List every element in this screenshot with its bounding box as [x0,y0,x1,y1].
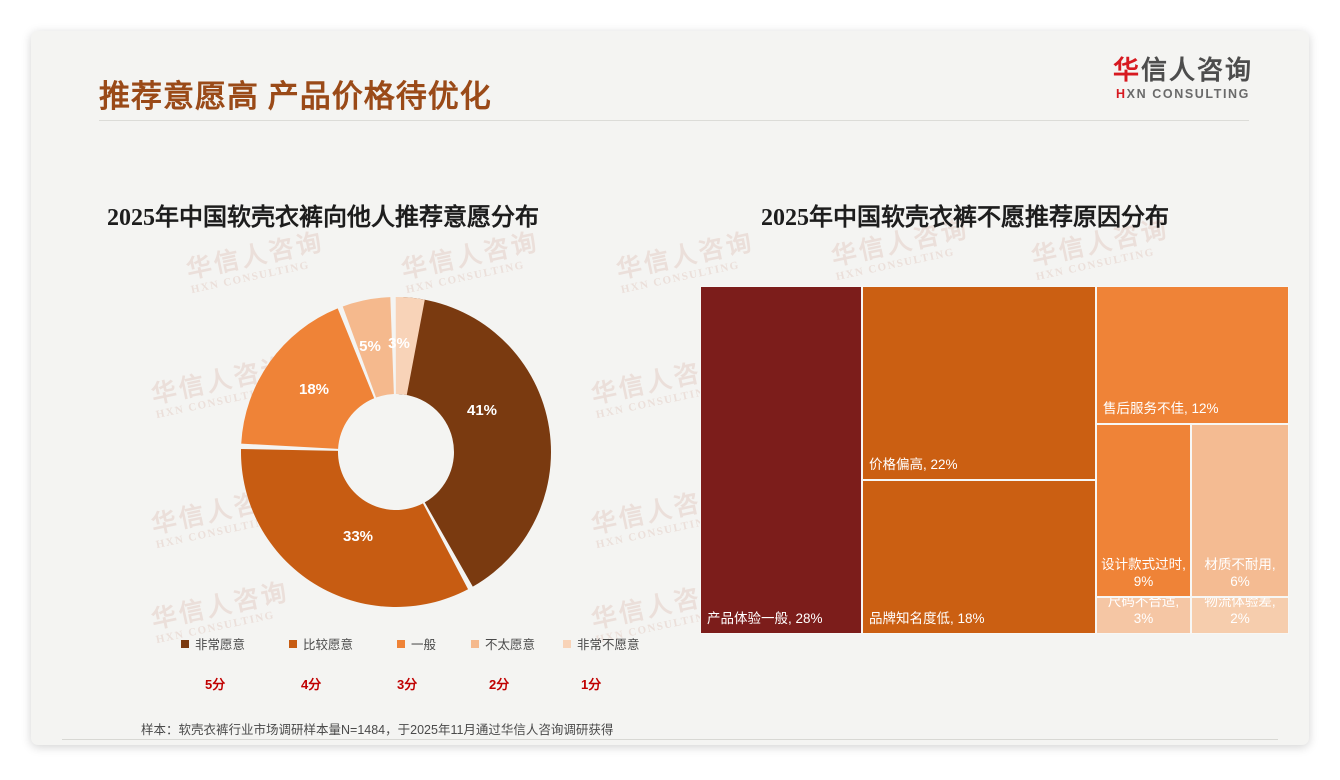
treemap-cell[interactable]: 产品体验一般, 28% [700,286,862,634]
legend-label: 非常愿意 [195,638,246,652]
donut-slice[interactable] [241,308,375,449]
treemap-cell[interactable]: 设计款式过时, 9% [1096,424,1191,597]
treemap-cell-label: 设计款式过时, 9% [1101,557,1186,590]
legend-item[interactable]: 不太愿意 [471,634,535,653]
sample-note: 样本：软壳衣裤行业市场调研样本量N=1484，于2025年11月通过华信人咨询调… [141,723,614,737]
treemap-cell[interactable]: 价格偏高, 22% [862,286,1096,480]
donut-svg: 41% 33% 18% 5% 3% [241,297,551,607]
legend-swatch-icon [471,639,479,648]
legend-item[interactable]: 一般 [397,634,436,653]
chart-title-left: 2025年中国软壳衣裤向他人推荐意愿分布 [107,205,539,231]
legend-label: 一般 [411,638,437,652]
logo-chinese-rest: 信人咨询 [1141,56,1254,85]
treemap-chart: 产品体验一般, 28% 价格偏高, 22% 品牌知名度低, 18% 售后服务不佳, 1… [669,261,1289,634]
donut-slice-label: 3% [388,335,410,352]
logo-english-red: H [1116,87,1127,102]
treemap-cell[interactable]: 物流体验差, 2% [1191,597,1289,634]
legend-item[interactable]: 比较愿意 [289,634,353,653]
legend-label: 比较愿意 [303,638,354,652]
treemap-cell[interactable]: 尺码不合适, 3% [1096,597,1191,634]
chart-title-right: 2025年中国软壳衣裤不愿推荐原因分布 [761,205,1169,231]
logo-chinese-red: 华 [1112,56,1141,85]
donut-slice[interactable] [241,449,469,607]
legend-swatch-icon [397,639,405,648]
treemap-cell[interactable]: 售后服务不佳, 12% [1096,286,1289,424]
score-label: 1分 [581,677,602,692]
score-label: 5分 [205,677,226,692]
donut-slice[interactable] [342,297,394,398]
page-title: 推荐意愿高 产品价格待优化 [99,79,492,114]
score-label: 2分 [489,677,510,692]
legend-label: 不太愿意 [485,638,536,652]
legend-item[interactable]: 非常愿意 [181,634,245,653]
watermark: 华信人咨询 HXN CONSULTING [398,222,545,296]
legend-swatch-icon [289,639,297,648]
legend-item[interactable]: 非常不愿意 [563,634,640,653]
slide-card: 推荐意愿高 产品价格待优化 华信人咨询 HXN CONSULTING 华信人咨询… [31,31,1309,745]
logo-english-rest: XN CONSULTING [1126,87,1250,102]
treemap-cell[interactable]: 材质不耐用, 6% [1191,424,1289,597]
logo-english: HXN CONSULTING [1095,87,1271,101]
logo-chinese: 华信人咨询 [1095,57,1271,84]
treemap-cell-label: 品牌知名度低, 18% [869,611,985,627]
treemap-cell-label: 材质不耐用, 6% [1204,557,1276,590]
treemap-cell-label: 售后服务不佳, 12% [1103,401,1219,417]
donut-slice-label: 33% [343,528,373,545]
treemap-cell-label: 尺码不合适, 3% [1107,597,1180,627]
watermark: 华信人咨询 HXN CONSULTING [183,222,330,296]
donut-slice-label: 18% [299,381,329,398]
score-label: 4分 [301,677,322,692]
donut-slice[interactable] [395,297,425,396]
legend-swatch-icon [563,639,571,648]
donut-chart: 41% 33% 18% 5% 3% [231,287,561,617]
donut-slice-label: 5% [359,338,381,355]
header-divider [99,120,1249,121]
donut-score-row: 5分 4分 3分 2分 1分 [181,674,681,694]
footer-divider [62,739,1278,740]
treemap-cell-label: 物流体验差, 2% [1204,597,1276,627]
legend-label: 非常不愿意 [577,638,640,652]
score-label: 3分 [397,677,418,692]
treemap-cell-label: 价格偏高, 22% [869,457,958,473]
treemap-cell[interactable]: 品牌知名度低, 18% [862,480,1096,634]
brand-logo: 华信人咨询 HXN CONSULTING [1095,57,1271,101]
donut-legend: 非常愿意 比较愿意 一般 不太愿意 非常不愿意 [181,634,681,654]
donut-slice-label: 41% [467,402,497,419]
legend-swatch-icon [181,639,189,648]
treemap-cell-label: 产品体验一般, 28% [707,611,823,627]
donut-slice[interactable] [398,297,551,587]
